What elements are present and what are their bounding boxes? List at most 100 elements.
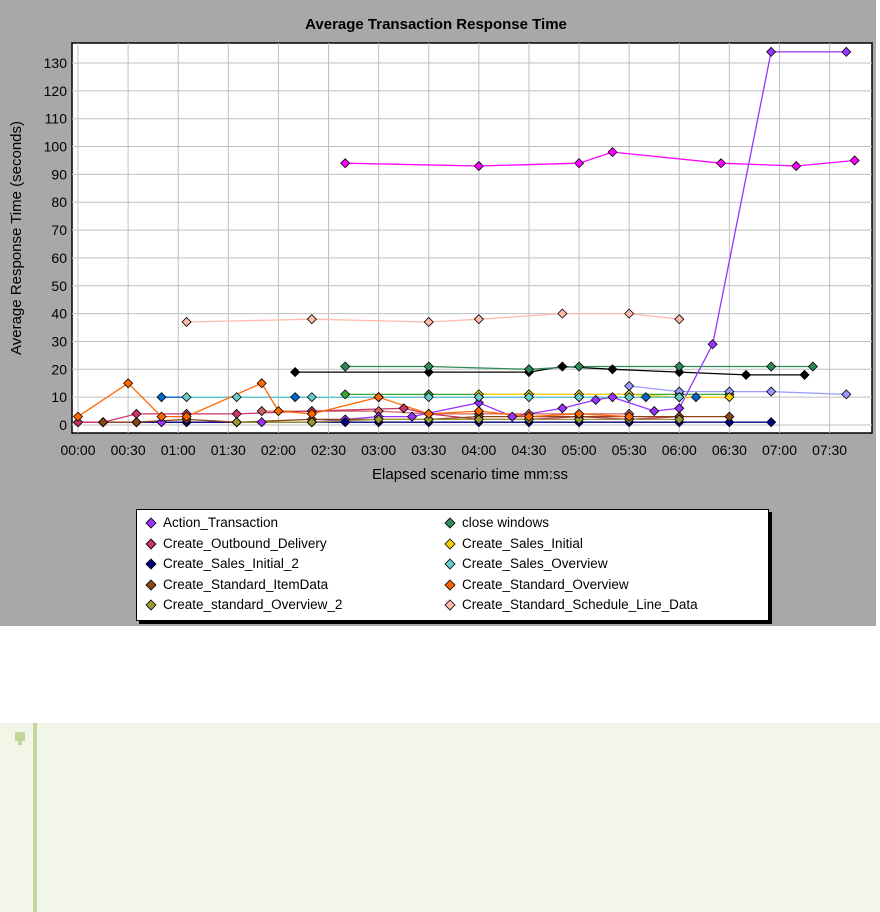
data-point-marker [273,406,284,417]
data-point-marker [340,389,351,400]
data-point-marker [590,394,601,406]
line-chart: Average Transaction Response Time 0 10 20 3… [8,16,873,483]
y-tick-label: 20 [51,361,67,377]
note-icon [15,732,25,745]
data-point-marker [231,417,242,428]
x-tick-label: 00:30 [111,442,146,458]
y-tick-label: 50 [51,278,67,294]
legend-diamond-icon [145,599,157,611]
data-point-marker [256,378,267,389]
data-point-marker [423,414,434,425]
data-point-marker [306,417,317,428]
data-point-marker [406,411,418,422]
data-point-marker [607,364,618,375]
legend-item: Create_Outbound_Delivery [145,534,342,555]
x-tick-label: 03:30 [411,442,446,458]
data-point-marker [72,411,84,422]
data-point-marker [423,316,434,328]
data-point-marker [523,392,535,403]
data-point-marker [741,369,752,380]
data-point-marker [674,314,685,325]
legend-label: Create_Sales_Overview [462,556,608,571]
data-point-marker [649,406,660,417]
y-tick-label: 120 [44,83,68,99]
data-point-marker [181,316,192,328]
legend-diamond-icon [444,517,456,529]
data-point-marker [123,378,134,389]
data-point-marker [841,389,852,400]
data-point-marker [290,392,301,403]
data-point-marker [674,392,685,403]
y-tick-label: 130 [44,55,68,71]
data-point-marker [231,392,242,403]
data-point-marker [156,411,167,422]
legend-item: Create_Sales_Initial [444,534,698,555]
data-point-marker [807,361,818,372]
data-point-marker [724,411,735,422]
legend-item: close windows [444,513,698,534]
x-tick-label: 01:00 [161,442,196,458]
data-point-marker [306,392,317,403]
data-point-marker [181,392,192,403]
legend-item: Create_Standard_Overview [444,575,698,596]
data-point-marker [674,367,685,378]
data-point-marker [423,361,434,372]
data-point-marker [423,408,434,419]
y-tick-label: 10 [51,389,67,405]
data-point-marker [766,361,777,372]
x-tick-label: 05:30 [612,442,647,458]
data-point-marker [766,417,777,428]
data-point-marker [573,361,585,372]
y-tick-label: 70 [51,222,67,238]
legend-label: Create_Sales_Initial_2 [163,556,299,571]
y-tick-label: 100 [44,139,68,155]
data-point-marker [674,361,685,372]
data-point-marker [799,369,810,380]
data-point-marker [473,160,484,172]
data-point-marker [507,411,518,422]
legend-column-left: Action_Transaction Create_Outbound_Delive… [145,513,342,616]
data-point-marker [340,361,351,372]
data-point-marker [340,158,351,169]
data-point-marker [423,367,434,378]
x-tick-label: 00:00 [60,442,95,458]
data-point-marker [557,308,568,319]
data-point-marker [306,408,317,419]
legend-diamond-icon [145,558,157,570]
legend-column-right: close windows Create_Sales_Initial Create_… [444,513,698,616]
y-tick-label: 40 [51,306,67,322]
x-tick-label: 07:30 [812,442,847,458]
data-point-marker [523,411,535,422]
series-markers [72,46,860,428]
x-tick-label: 04:00 [461,442,496,458]
legend-item: Create_Sales_Initial_2 [145,554,342,575]
data-point-marker [423,392,434,403]
data-point-marker [573,392,585,403]
note-stripe [33,723,37,912]
data-point-marker [306,314,317,325]
data-point-marker [256,417,267,428]
legend-label: Create_standard_Overview_2 [163,597,343,612]
chart-legend: Action_Transaction Create_Outbound_Delive… [136,509,769,621]
legend-diamond-icon [145,538,157,550]
data-point-marker [640,392,651,403]
y-axis-label: Average Response Time (seconds) [8,121,25,355]
data-point-marker [72,417,84,428]
data-point-marker [373,392,384,403]
x-tick-label: 05:00 [562,442,597,458]
series-line [478,393,730,398]
y-tick-label: 60 [51,250,67,266]
data-point-marker [690,392,702,403]
legend-label: Create_Outbound_Delivery [163,535,327,551]
data-point-marker [607,147,618,158]
data-point-marker [766,46,777,57]
data-point-marker [841,46,852,57]
data-point-marker [131,417,142,428]
note-box [0,723,880,912]
series-line [295,365,805,376]
x-tick-label: 06:30 [712,442,747,458]
data-point-marker [340,417,351,428]
data-point-marker [290,367,301,378]
data-point-marker [97,417,109,428]
legend-label: Action_Transaction [163,515,279,530]
